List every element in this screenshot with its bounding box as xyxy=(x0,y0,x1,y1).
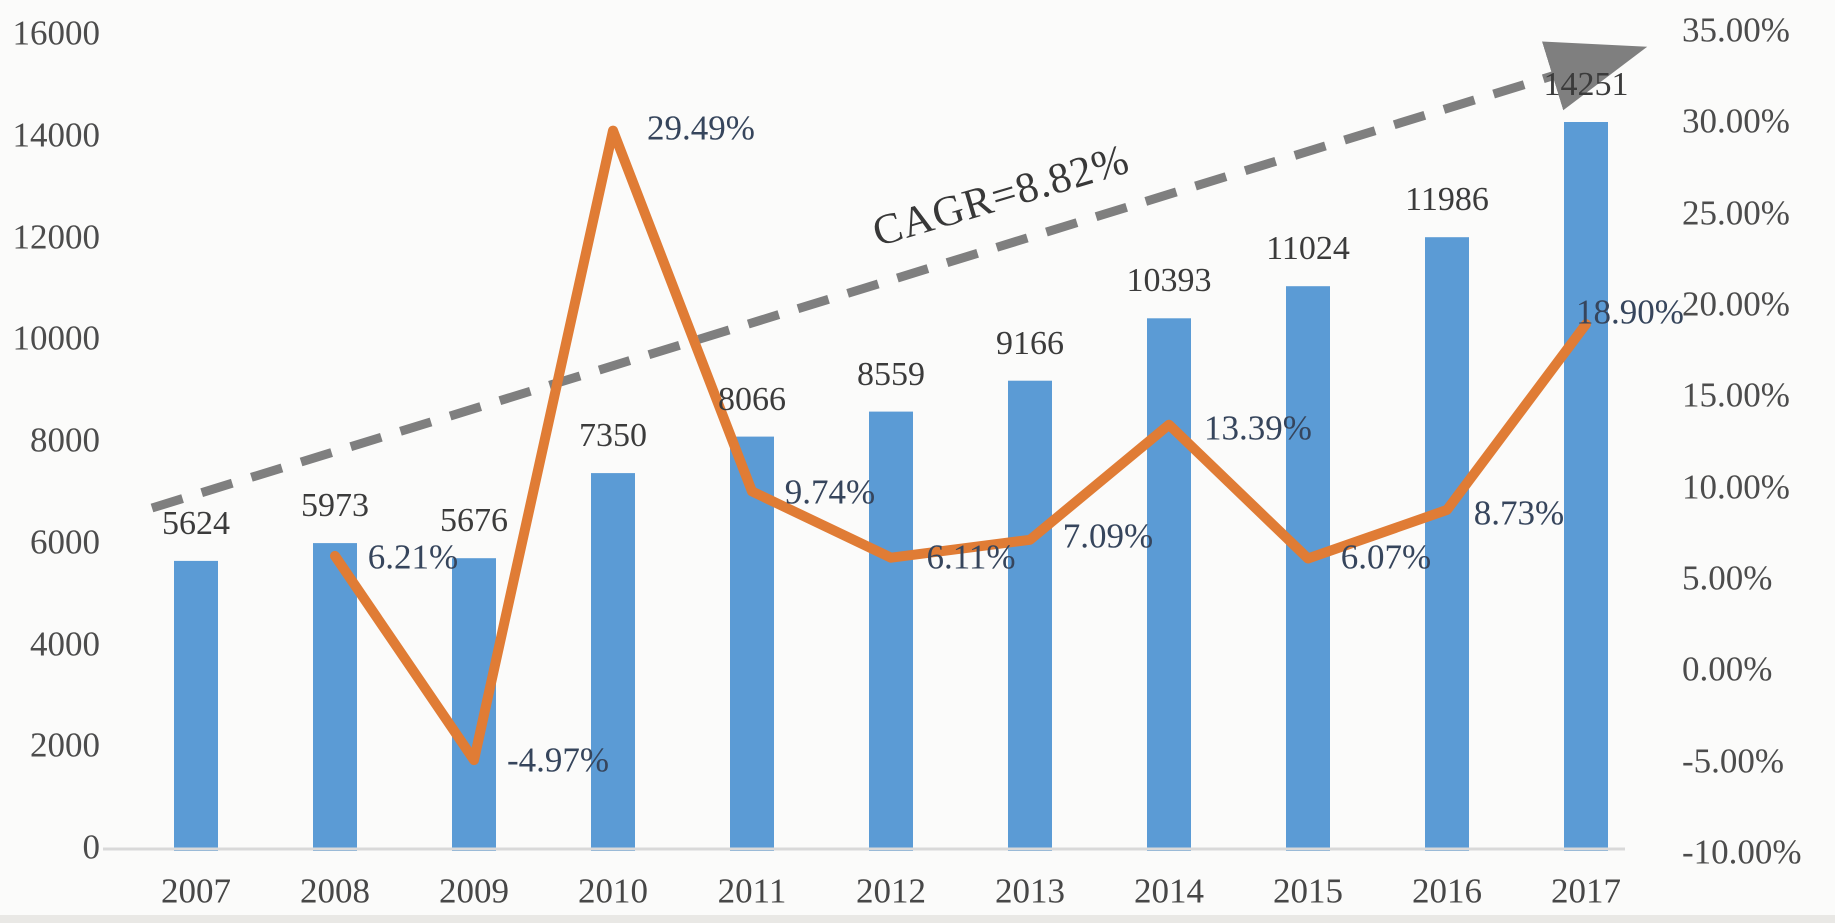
year-label: 2015 xyxy=(1273,871,1343,911)
left-axis-tick-label: 16000 xyxy=(12,13,101,53)
growth-percent-label: 6.11% xyxy=(926,537,1016,577)
growth-percent-label: 8.73% xyxy=(1473,493,1565,533)
growth-percent-label: 7.09% xyxy=(1062,516,1154,556)
year-label: 2017 xyxy=(1551,871,1621,911)
bar-2007 xyxy=(174,560,218,851)
growth-percent-label: 6.21% xyxy=(367,537,459,577)
bar-value-label: 5973 xyxy=(301,487,369,525)
growth-percent-label: 6.07% xyxy=(1340,537,1432,577)
bar-2010 xyxy=(591,473,635,851)
year-label: 2012 xyxy=(856,871,926,911)
bar-value-label: 7350 xyxy=(579,417,647,455)
left-axis-tick-label: 8000 xyxy=(30,420,100,460)
year-label: 2013 xyxy=(995,871,1065,911)
year-label: 2011 xyxy=(717,871,787,911)
left-axis-tick-label: 6000 xyxy=(30,522,100,562)
growth-percent-label: 9.74% xyxy=(784,472,876,512)
bar-value-label: 8559 xyxy=(857,355,925,393)
growth-percent-label: -4.97% xyxy=(506,740,610,780)
bar-2008 xyxy=(313,543,357,851)
left-axis-tick-label: 10000 xyxy=(12,318,101,358)
year-label: 2010 xyxy=(578,871,648,911)
bar-2012 xyxy=(869,411,913,851)
bar-value-label: 8066 xyxy=(718,380,786,418)
year-label: 2008 xyxy=(300,871,370,911)
bar-2017 xyxy=(1564,122,1608,851)
bar-value-label: 9166 xyxy=(996,324,1064,362)
right-axis-tick-label: 5.00% xyxy=(1682,558,1773,598)
year-label: 2007 xyxy=(161,871,231,911)
year-label: 2016 xyxy=(1412,871,1482,911)
right-axis-tick-label: 0.00% xyxy=(1682,649,1773,689)
right-axis-tick-label: -5.00% xyxy=(1682,741,1785,781)
right-axis-tick-label: -10.00% xyxy=(1682,832,1802,872)
year-label: 2009 xyxy=(439,871,509,911)
left-axis-tick-label: 12000 xyxy=(12,217,101,256)
bar-value-label: 5624 xyxy=(162,504,230,542)
bar-value-label: 5676 xyxy=(440,502,508,540)
page-edge-strip xyxy=(0,915,1835,923)
right-axis-tick-label: 35.00% xyxy=(1682,10,1790,50)
right-axis-tick-label: 15.00% xyxy=(1682,375,1790,415)
left-axis-tick-label: 14000 xyxy=(12,115,101,155)
bar-2015 xyxy=(1286,286,1330,851)
left-axis-tick-label: 2000 xyxy=(30,725,100,765)
bar-value-label: 14251 xyxy=(1543,65,1629,103)
bar-2013 xyxy=(1008,380,1052,851)
growth-line xyxy=(330,125,1591,766)
bar-value-label: 11986 xyxy=(1405,181,1489,219)
right-axis-tick-label: 25.00% xyxy=(1682,193,1790,233)
growth-percent-label: 13.39% xyxy=(1204,408,1312,448)
growth-percent-label: 29.49% xyxy=(647,108,755,148)
year-label: 2014 xyxy=(1134,871,1204,911)
right-axis-tick-label: 30.00% xyxy=(1682,101,1790,141)
left-axis-tick-label: 4000 xyxy=(30,624,100,663)
bar-value-label: 11024 xyxy=(1266,230,1350,268)
right-axis-tick-label: 10.00% xyxy=(1682,467,1790,507)
right-axis-tick-label: 20.00% xyxy=(1682,284,1790,324)
left-axis-tick-label: 0 xyxy=(82,827,101,867)
bar-2016 xyxy=(1425,237,1469,851)
bar-value-label: 10393 xyxy=(1126,262,1212,300)
bar-2011 xyxy=(730,436,774,851)
bar-2014 xyxy=(1147,318,1191,851)
growth-percent-label: 18.90% xyxy=(1576,292,1684,332)
